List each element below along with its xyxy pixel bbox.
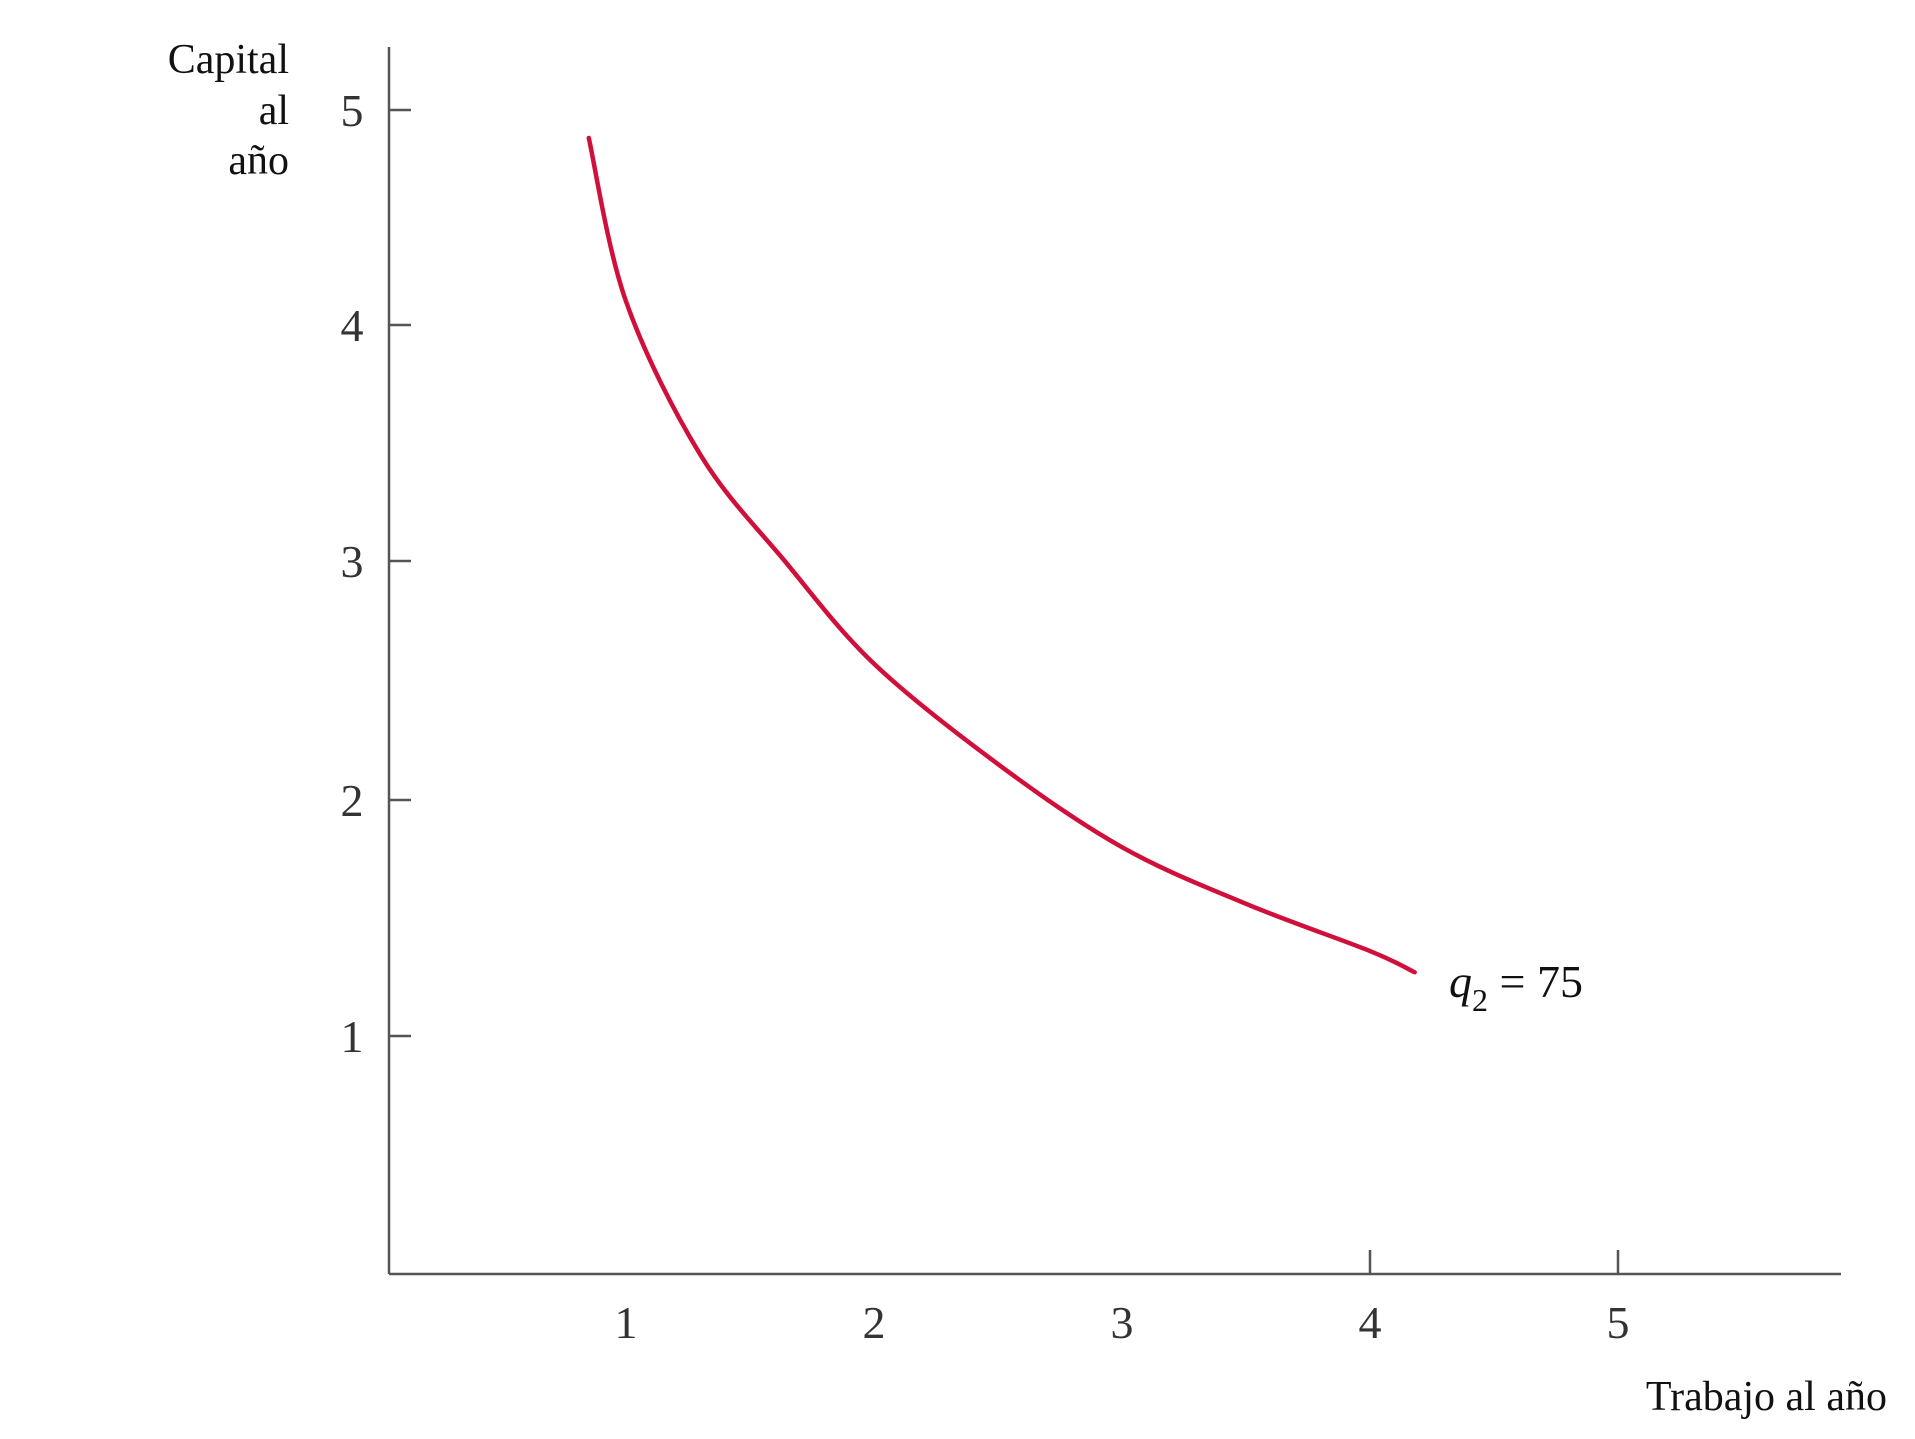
isoquant-label: q2 = 75 bbox=[1449, 956, 1583, 1018]
label-q: q bbox=[1449, 956, 1472, 1007]
label-value: = 75 bbox=[1488, 956, 1583, 1007]
y-tick-label: 1 bbox=[341, 1011, 364, 1062]
x-tick-label: 5 bbox=[1607, 1297, 1630, 1348]
y-tick-label: 5 bbox=[341, 85, 364, 136]
y-label-line: Capital bbox=[168, 37, 289, 83]
y-axis-label: Capital al año bbox=[168, 37, 289, 184]
y-label-line: año bbox=[228, 138, 289, 184]
y-label-line: al bbox=[259, 88, 289, 134]
x-tick-label: 4 bbox=[1359, 1297, 1382, 1348]
y-tick-label: 3 bbox=[341, 536, 364, 587]
x-axis-label: Trabajo al año bbox=[1646, 1374, 1887, 1420]
x-tick-label: 3 bbox=[1111, 1297, 1134, 1348]
axes bbox=[387, 47, 1841, 1276]
y-tick-label: 4 bbox=[341, 300, 364, 351]
x-tick-label: 2 bbox=[863, 1297, 886, 1348]
isoquant-curve bbox=[586, 135, 1417, 975]
y-tick-label: 2 bbox=[341, 775, 364, 826]
label-subscript: 2 bbox=[1472, 982, 1488, 1018]
x-tick-label: 1 bbox=[615, 1297, 638, 1348]
